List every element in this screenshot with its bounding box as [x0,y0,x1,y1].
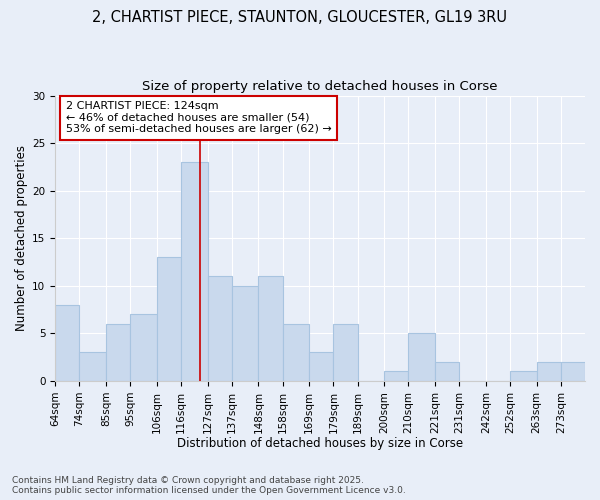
Bar [561,362,585,381]
Bar [259,276,283,381]
Y-axis label: Number of detached properties: Number of detached properties [15,146,28,332]
Bar [79,352,106,381]
Bar [510,372,536,381]
Bar [309,352,334,381]
Bar [181,162,208,381]
Bar [536,362,561,381]
Title: Size of property relative to detached houses in Corse: Size of property relative to detached ho… [142,80,498,93]
Text: 2 CHARTIST PIECE: 124sqm
← 46% of detached houses are smaller (54)
53% of semi-d: 2 CHARTIST PIECE: 124sqm ← 46% of detach… [66,102,331,134]
Bar [283,324,309,381]
Bar [208,276,232,381]
Text: 2, CHARTIST PIECE, STAUNTON, GLOUCESTER, GL19 3RU: 2, CHARTIST PIECE, STAUNTON, GLOUCESTER,… [92,10,508,25]
Text: Contains HM Land Registry data © Crown copyright and database right 2025.
Contai: Contains HM Land Registry data © Crown c… [12,476,406,495]
Bar [55,305,79,381]
Bar [232,286,259,381]
Bar [157,258,181,381]
Bar [384,372,409,381]
X-axis label: Distribution of detached houses by size in Corse: Distribution of detached houses by size … [177,437,463,450]
Bar [435,362,459,381]
Bar [409,334,435,381]
Bar [334,324,358,381]
Bar [106,324,130,381]
Bar [130,314,157,381]
